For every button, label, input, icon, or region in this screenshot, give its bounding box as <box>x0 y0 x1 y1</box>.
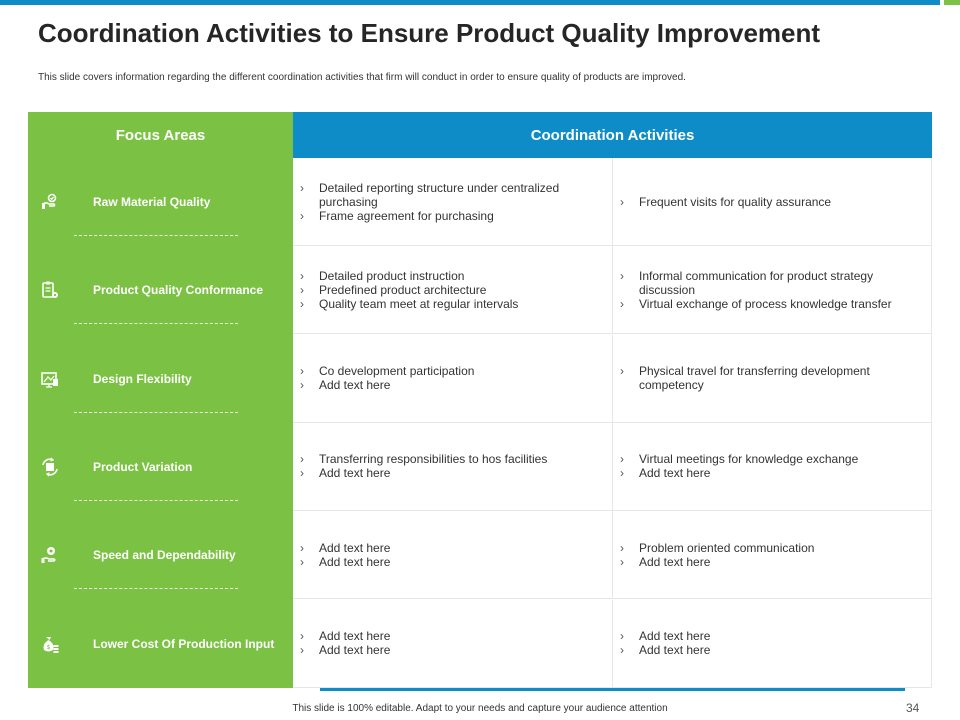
slide-subtitle: This slide covers information regarding … <box>38 72 686 83</box>
activity-item: Add text here <box>300 466 547 480</box>
activity-item: Quality team meet at regular intervals <box>300 297 518 311</box>
activity-item: Co development participation <box>300 364 474 378</box>
activity-cell: Virtual meetings for knowledge exchangeA… <box>613 423 932 511</box>
coordination-activities-header: Coordination Activities <box>293 112 932 158</box>
hand-quality-icon <box>40 192 88 212</box>
activity-item: Add text here <box>620 643 710 657</box>
activity-item: Problem oriented communication <box>620 541 814 555</box>
focus-divider <box>74 323 238 325</box>
activity-item: Detailed product instruction <box>300 269 518 283</box>
activity-list: Co development participationAdd text her… <box>293 364 484 392</box>
focus-divider <box>74 235 238 236</box>
activity-item: Add text here <box>300 378 474 392</box>
activity-item: Add text here <box>620 555 814 569</box>
activity-cell: Physical travel for transferring develop… <box>613 335 932 423</box>
activity-cell: Add text hereAdd text here <box>613 600 932 688</box>
activity-list: Add text hereAdd text here <box>293 629 400 657</box>
activity-cell: Add text hereAdd text here <box>293 599 613 688</box>
focus-divider <box>74 499 238 501</box>
slide-title: Coordination Activities to Ensure Produc… <box>38 18 821 48</box>
top-accent-bar <box>0 0 960 5</box>
activity-list: Frequent visits for quality assurance <box>613 195 841 209</box>
focus-divider <box>74 588 238 590</box>
activity-item: Virtual meetings for knowledge exchange <box>620 452 858 466</box>
hand-gear-icon <box>40 545 88 565</box>
activity-item: Detailed reporting structure under centr… <box>300 181 602 209</box>
activity-cell: Informal communication for product strat… <box>613 246 932 335</box>
focus-area-label: Lower Cost Of Production Input <box>93 636 275 651</box>
activity-cell: Frequent visits for quality assurance <box>613 158 932 246</box>
activity-item: Physical travel for transferring develop… <box>620 364 922 392</box>
activity-list: Detailed reporting structure under centr… <box>293 181 612 223</box>
activity-list: Informal communication for product strat… <box>613 269 932 311</box>
activity-item: Add text here <box>300 643 390 657</box>
activity-item: Frame agreement for purchasing <box>300 209 602 223</box>
activity-cell: Transferring responsibilities to hos fac… <box>293 422 613 511</box>
focus-area-row: Raw Material Quality <box>28 158 293 246</box>
activity-list: Detailed product instructionPredefined p… <box>293 269 528 311</box>
focus-area-row: Product Quality Conformance <box>28 246 293 334</box>
activity-cell: Detailed product instructionPredefined p… <box>293 246 613 335</box>
activity-cell: Problem oriented communicationAdd text h… <box>613 511 932 600</box>
activity-item: Add text here <box>300 555 390 569</box>
activity-item: Add text here <box>300 541 390 555</box>
bottom-accent-line <box>320 688 905 691</box>
product-exchange-icon <box>40 457 88 477</box>
focus-area-label: Design Flexibility <box>93 371 192 386</box>
svg-text:$: $ <box>47 644 51 651</box>
activity-item: Add text here <box>620 466 858 480</box>
activity-item: Virtual exchange of process knowledge tr… <box>620 297 922 311</box>
activity-list: Virtual meetings for knowledge exchangeA… <box>613 452 868 480</box>
focus-area-label: Product Quality Conformance <box>93 283 264 298</box>
focus-area-label: Raw Material Quality <box>93 195 211 209</box>
focus-areas-header: Focus Areas <box>115 126 206 144</box>
activity-item: Predefined product architecture <box>300 283 518 297</box>
focus-area-row: Product Variation <box>28 423 293 511</box>
activity-cell: Co development participationAdd text her… <box>293 334 613 423</box>
activity-item: Informal communication for product strat… <box>620 269 922 297</box>
focus-areas-column: Focus Areas Raw Material Quality Product … <box>28 112 293 688</box>
activity-cell: Add text hereAdd text here <box>293 511 613 600</box>
focus-area-row: Design Flexibility <box>28 335 293 423</box>
page-number: 34 <box>906 701 920 715</box>
focus-area-row: Speed and Dependability <box>28 511 293 599</box>
focus-area-row: $ Lower Cost Of Production Input <box>28 600 293 688</box>
activity-cell: Detailed reporting structure under centr… <box>293 158 613 246</box>
design-board-icon <box>40 369 88 389</box>
activity-item: Add text here <box>620 629 710 643</box>
activity-item: Transferring responsibilities to hos fac… <box>300 452 547 466</box>
activity-item: Frequent visits for quality assurance <box>620 195 831 209</box>
focus-area-label: Speed and Dependability <box>93 548 236 563</box>
focus-divider <box>74 411 238 413</box>
activity-item: Add text here <box>300 629 390 643</box>
activity-list: Add text hereAdd text here <box>293 541 400 569</box>
activity-list: Transferring responsibilities to hos fac… <box>293 452 557 480</box>
activities-grid: Detailed reporting structure under centr… <box>293 158 932 688</box>
footer-note: This slide is 100% editable. Adapt to yo… <box>292 703 668 714</box>
activity-list: Physical travel for transferring develop… <box>613 364 932 392</box>
activity-list: Add text hereAdd text here <box>613 629 720 657</box>
activity-list: Problem oriented communicationAdd text h… <box>613 541 824 569</box>
clipboard-gear-icon <box>40 280 88 300</box>
top-accent-green <box>944 0 960 5</box>
top-accent-blue <box>0 0 940 5</box>
focus-area-label: Product Variation <box>93 459 193 474</box>
money-bag-icon: $ <box>40 634 88 654</box>
